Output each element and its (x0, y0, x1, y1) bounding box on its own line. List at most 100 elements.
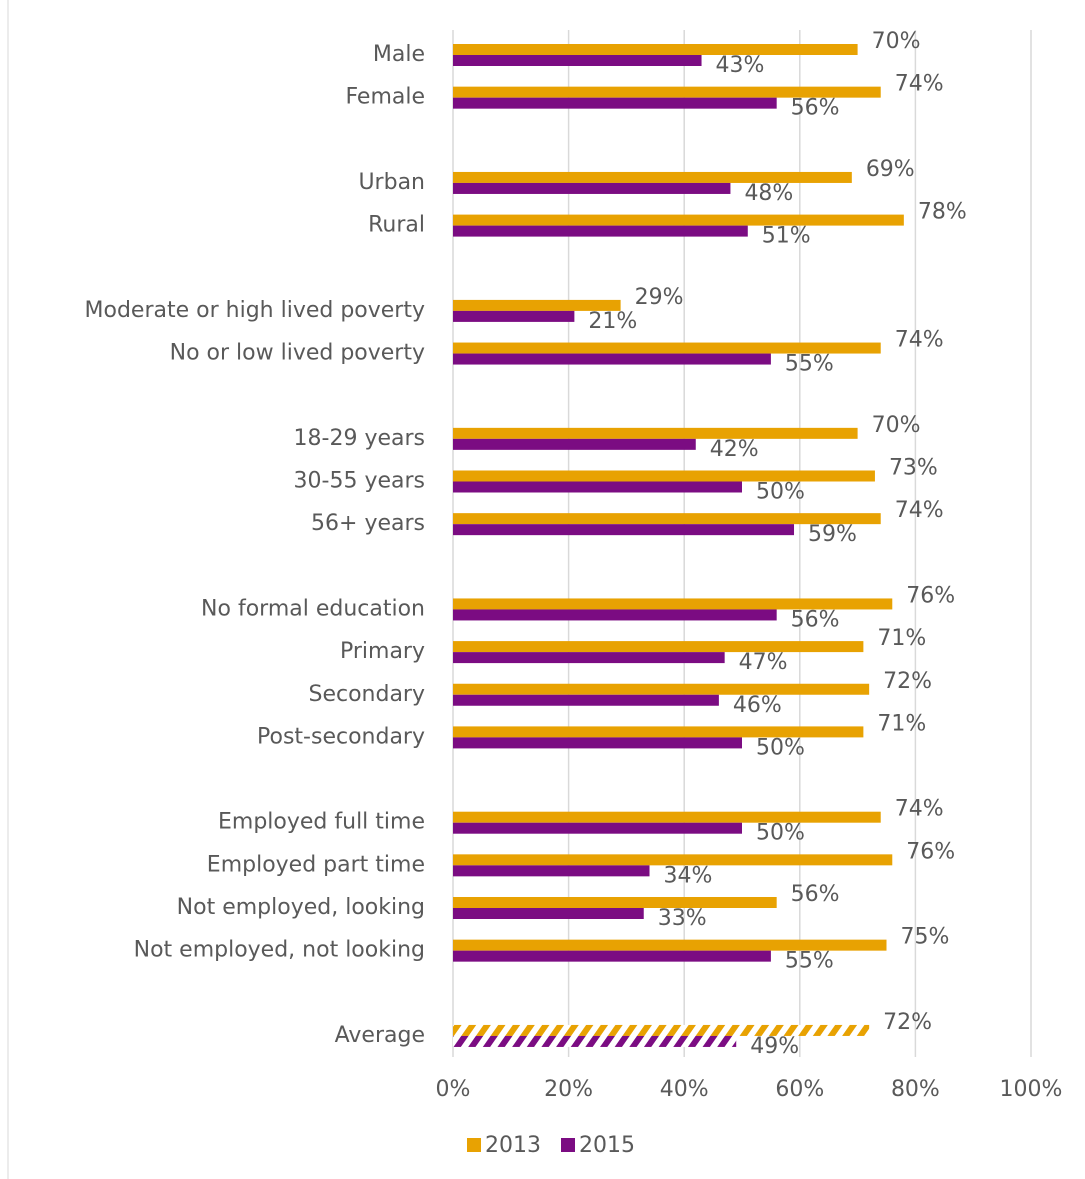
data-label: 74% (895, 328, 944, 353)
legend-label: 2013 (485, 1133, 541, 1158)
bar (453, 171, 852, 183)
bar (453, 97, 777, 109)
data-label: 71% (877, 626, 926, 651)
bar (453, 939, 887, 951)
bar (453, 854, 893, 866)
data-label: 55% (785, 949, 834, 974)
category-label: Primary (340, 639, 425, 664)
bar (453, 1035, 737, 1047)
data-label: 55% (785, 352, 834, 377)
bar (453, 44, 858, 55)
data-label: 46% (733, 693, 782, 718)
category-label: 56+ years (311, 511, 425, 536)
data-label: 21% (588, 309, 637, 334)
category-label: Female (345, 85, 425, 110)
data-label: 56% (791, 96, 840, 121)
category-label: Moderate or high lived poverty (85, 298, 425, 323)
data-label: 59% (808, 522, 857, 547)
data-label: 34% (664, 863, 713, 888)
bar (453, 908, 644, 919)
data-label: 47% (739, 650, 788, 675)
data-label: 50% (756, 480, 805, 505)
data-label: 56% (791, 882, 840, 907)
data-label: 76% (906, 583, 955, 608)
bar (453, 737, 742, 749)
data-label: 74% (895, 797, 944, 822)
data-label: 42% (710, 437, 759, 462)
x-tick-label: 60% (775, 1077, 824, 1102)
bar (453, 342, 881, 354)
legend-swatch (467, 1138, 481, 1152)
category-label: Urban (358, 170, 425, 195)
bar (453, 55, 702, 66)
x-tick-label: 80% (891, 1077, 940, 1102)
bar (453, 822, 742, 834)
category-label: Employed part time (207, 852, 425, 877)
legend-label: 2015 (579, 1133, 635, 1158)
bar (453, 950, 771, 962)
x-tick-label: 0% (436, 1077, 471, 1102)
bar (453, 481, 742, 493)
data-label: 50% (756, 821, 805, 846)
category-label: Secondary (308, 682, 425, 707)
category-label: 18-29 years (294, 426, 425, 451)
data-label: 50% (756, 735, 805, 760)
data-label: 72% (883, 669, 932, 694)
bar (453, 652, 725, 664)
data-label: 43% (716, 53, 765, 78)
bar (453, 513, 881, 525)
bar (453, 427, 858, 439)
bar (453, 524, 795, 536)
data-label: 75% (901, 925, 950, 950)
data-label: 51% (762, 224, 811, 249)
data-label: 74% (895, 498, 944, 523)
category-label: Not employed, not looking (134, 938, 425, 963)
data-label: 72% (883, 1010, 932, 1035)
bar (453, 683, 870, 695)
category-label: 30-55 years (294, 469, 425, 494)
bar (453, 694, 719, 706)
bar (453, 353, 771, 365)
category-label: Average (335, 1023, 425, 1048)
data-label: 29% (635, 285, 684, 310)
data-label: 71% (877, 711, 926, 736)
category-label: Rural (368, 213, 425, 238)
bar (453, 310, 575, 322)
data-label: 78% (918, 200, 967, 225)
bar (453, 182, 731, 194)
data-label: 48% (744, 181, 793, 206)
bar (453, 225, 748, 237)
data-label: 73% (889, 456, 938, 481)
bar (453, 214, 904, 226)
bar (453, 438, 696, 450)
x-tick-label: 40% (660, 1077, 709, 1102)
bar (453, 86, 881, 98)
data-label: 74% (895, 72, 944, 97)
category-label: Employed full time (218, 810, 425, 835)
bar (453, 1024, 870, 1036)
bar (453, 598, 893, 610)
category-label: Not employed, looking (177, 895, 425, 920)
bar (453, 726, 864, 738)
bar (453, 470, 875, 482)
bar (453, 299, 621, 311)
x-tick-label: 100% (1000, 1077, 1063, 1102)
data-label: 69% (866, 157, 915, 182)
bar (453, 641, 864, 653)
category-label: No or low lived poverty (170, 341, 425, 366)
data-label: 76% (906, 839, 955, 864)
data-label: 33% (658, 906, 707, 931)
category-label: No formal education (201, 596, 425, 621)
bar (453, 609, 777, 621)
data-label: 70% (872, 413, 921, 438)
bar (453, 811, 881, 823)
data-label: 49% (750, 1034, 799, 1059)
x-tick-label: 20% (544, 1077, 593, 1102)
category-label: Male (373, 42, 425, 67)
data-label: 56% (791, 607, 840, 632)
data-label: 70% (872, 29, 921, 54)
legend-swatch (561, 1138, 575, 1152)
bar (453, 865, 650, 877)
category-label: Post-secondary (257, 724, 425, 749)
